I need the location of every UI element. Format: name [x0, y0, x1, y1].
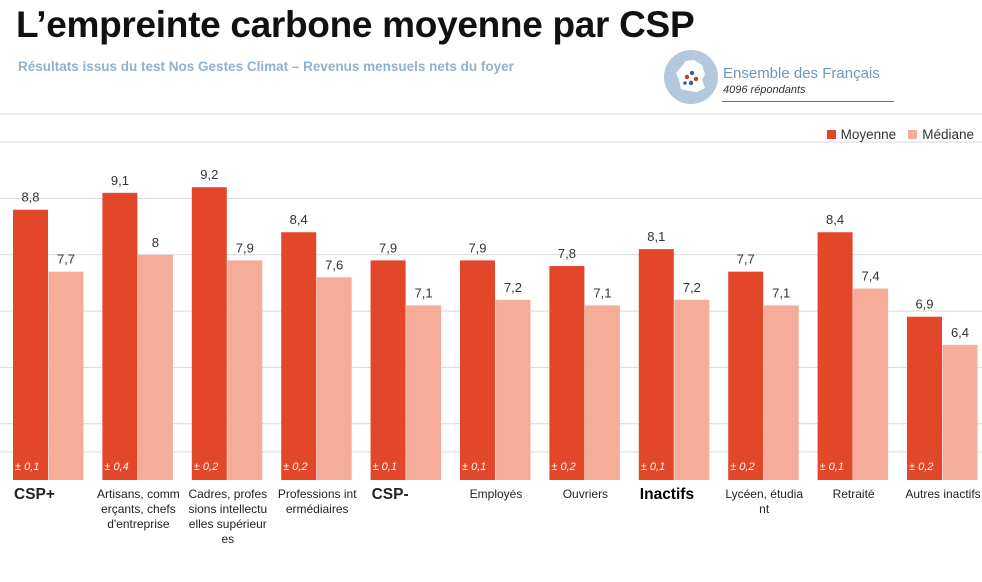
bar-moyenne [460, 260, 495, 480]
bar-mediane [406, 305, 442, 480]
bar-mediane [495, 299, 531, 480]
data-label-moyenne: 6,9 [915, 297, 933, 312]
bar-moyenne [638, 249, 674, 480]
badge-respondents: 4096 répondants [723, 84, 806, 96]
bar-moyenne [13, 209, 48, 480]
data-label-moyenne: 8,8 [21, 190, 39, 205]
data-label-mediane: 7,9 [236, 240, 254, 255]
chart-title: L’empreinte carbone moyenne par CSP [16, 4, 695, 45]
category-label: Cadres, professions intellectuelles supé… [188, 487, 268, 546]
data-label-moyenne: 7,7 [737, 252, 755, 267]
chart-subtitle: Résultats issus du test Nos Gestes Clima… [18, 59, 514, 74]
error-label: ± 0,1 [820, 461, 844, 473]
data-label-mediane: 7,2 [683, 280, 701, 295]
data-label-mediane: 7,6 [325, 257, 343, 272]
bar-chart: 8,8 7,7 ± 0,1 9,1 8 ± 0,4 9,2 7,9 ± 0,2 8,4 7,6 ± 0… [0, 113, 982, 480]
bar-mediane [316, 277, 352, 480]
error-label: ± 0,1 [373, 461, 397, 473]
error-label: ± 0,2 [730, 461, 754, 473]
france-map-icon [664, 50, 718, 104]
bar-moyenne [370, 260, 406, 480]
category-label: CSP- [371, 486, 409, 503]
bar-moyenne [817, 232, 853, 480]
category-label: Employés [469, 487, 523, 501]
error-label: ± 0,4 [104, 461, 128, 473]
bar-mediane [584, 305, 620, 480]
category-label: CSP+ [14, 486, 55, 503]
data-label-moyenne: 9,2 [200, 167, 218, 182]
bar-moyenne [549, 266, 585, 480]
bar-mediane [137, 254, 173, 480]
category-label: Professions intermédiaires [277, 487, 357, 516]
bar-mediane [227, 260, 263, 480]
badge-divider [722, 101, 894, 102]
error-label: ± 0,1 [641, 461, 665, 473]
bar-mediane [763, 305, 799, 480]
bar-moyenne [907, 316, 942, 480]
data-label-mediane: 7,1 [772, 285, 790, 300]
bar-mediane [942, 344, 978, 480]
data-label-moyenne: 7,9 [468, 240, 486, 255]
data-label-moyenne: 7,8 [558, 246, 576, 261]
data-label-mediane: 7,1 [593, 285, 611, 300]
data-label-mediane: 7,2 [504, 280, 522, 295]
data-label-mediane: 8 [152, 235, 159, 250]
error-label: ± 0,1 [15, 461, 39, 473]
error-label: ± 0,2 [551, 461, 575, 473]
legend-label-moyenne: Moyenne [840, 127, 897, 142]
category-label: Inactifs [639, 486, 695, 503]
bar-mediane [853, 288, 889, 480]
legend-item-mediane: Médiane [908, 127, 974, 142]
badge-title: Ensemble des Français [723, 65, 880, 82]
legend-swatch-mediane [908, 130, 918, 139]
bar-mediane [674, 299, 710, 480]
error-label: ± 0,2 [194, 461, 218, 473]
data-label-mediane: 6,4 [951, 325, 969, 340]
data-label-mediane: 7,4 [862, 269, 880, 284]
data-label-moyenne: 8,4 [826, 212, 844, 227]
category-label: Lycéen, étudiant [725, 487, 803, 516]
error-label: ± 0,1 [462, 461, 486, 473]
legend-item-moyenne: Moyenne [826, 127, 897, 142]
data-label-mediane: 7,1 [415, 285, 433, 300]
legend-label-mediane: Médiane [922, 127, 974, 142]
error-label: ± 0,2 [909, 461, 933, 473]
error-label: ± 0,2 [283, 461, 307, 473]
bar-moyenne [191, 187, 227, 480]
category-label: Retraité [832, 487, 875, 501]
data-label-moyenne: 7,9 [379, 240, 397, 255]
legend-swatch-moyenne [826, 130, 836, 139]
category-label: Autres inactifs [905, 487, 981, 501]
data-label-moyenne: 8,1 [647, 229, 665, 244]
chart-legend: Moyenne Médiane [826, 127, 974, 142]
category-label: Artisans, commerçants, chefs d'entrepris… [97, 487, 180, 531]
data-label-mediane: 7,7 [57, 252, 75, 267]
data-label-moyenne: 8,4 [290, 212, 308, 227]
data-label-moyenne: 9,1 [111, 173, 129, 188]
bar-mediane [48, 271, 84, 480]
category-label: Ouvriers [562, 487, 609, 501]
respondents-badge: Ensemble des Français 4096 répondants [664, 50, 904, 106]
bar-moyenne [728, 271, 764, 480]
bar-moyenne [281, 232, 317, 480]
bar-moyenne [102, 192, 138, 480]
